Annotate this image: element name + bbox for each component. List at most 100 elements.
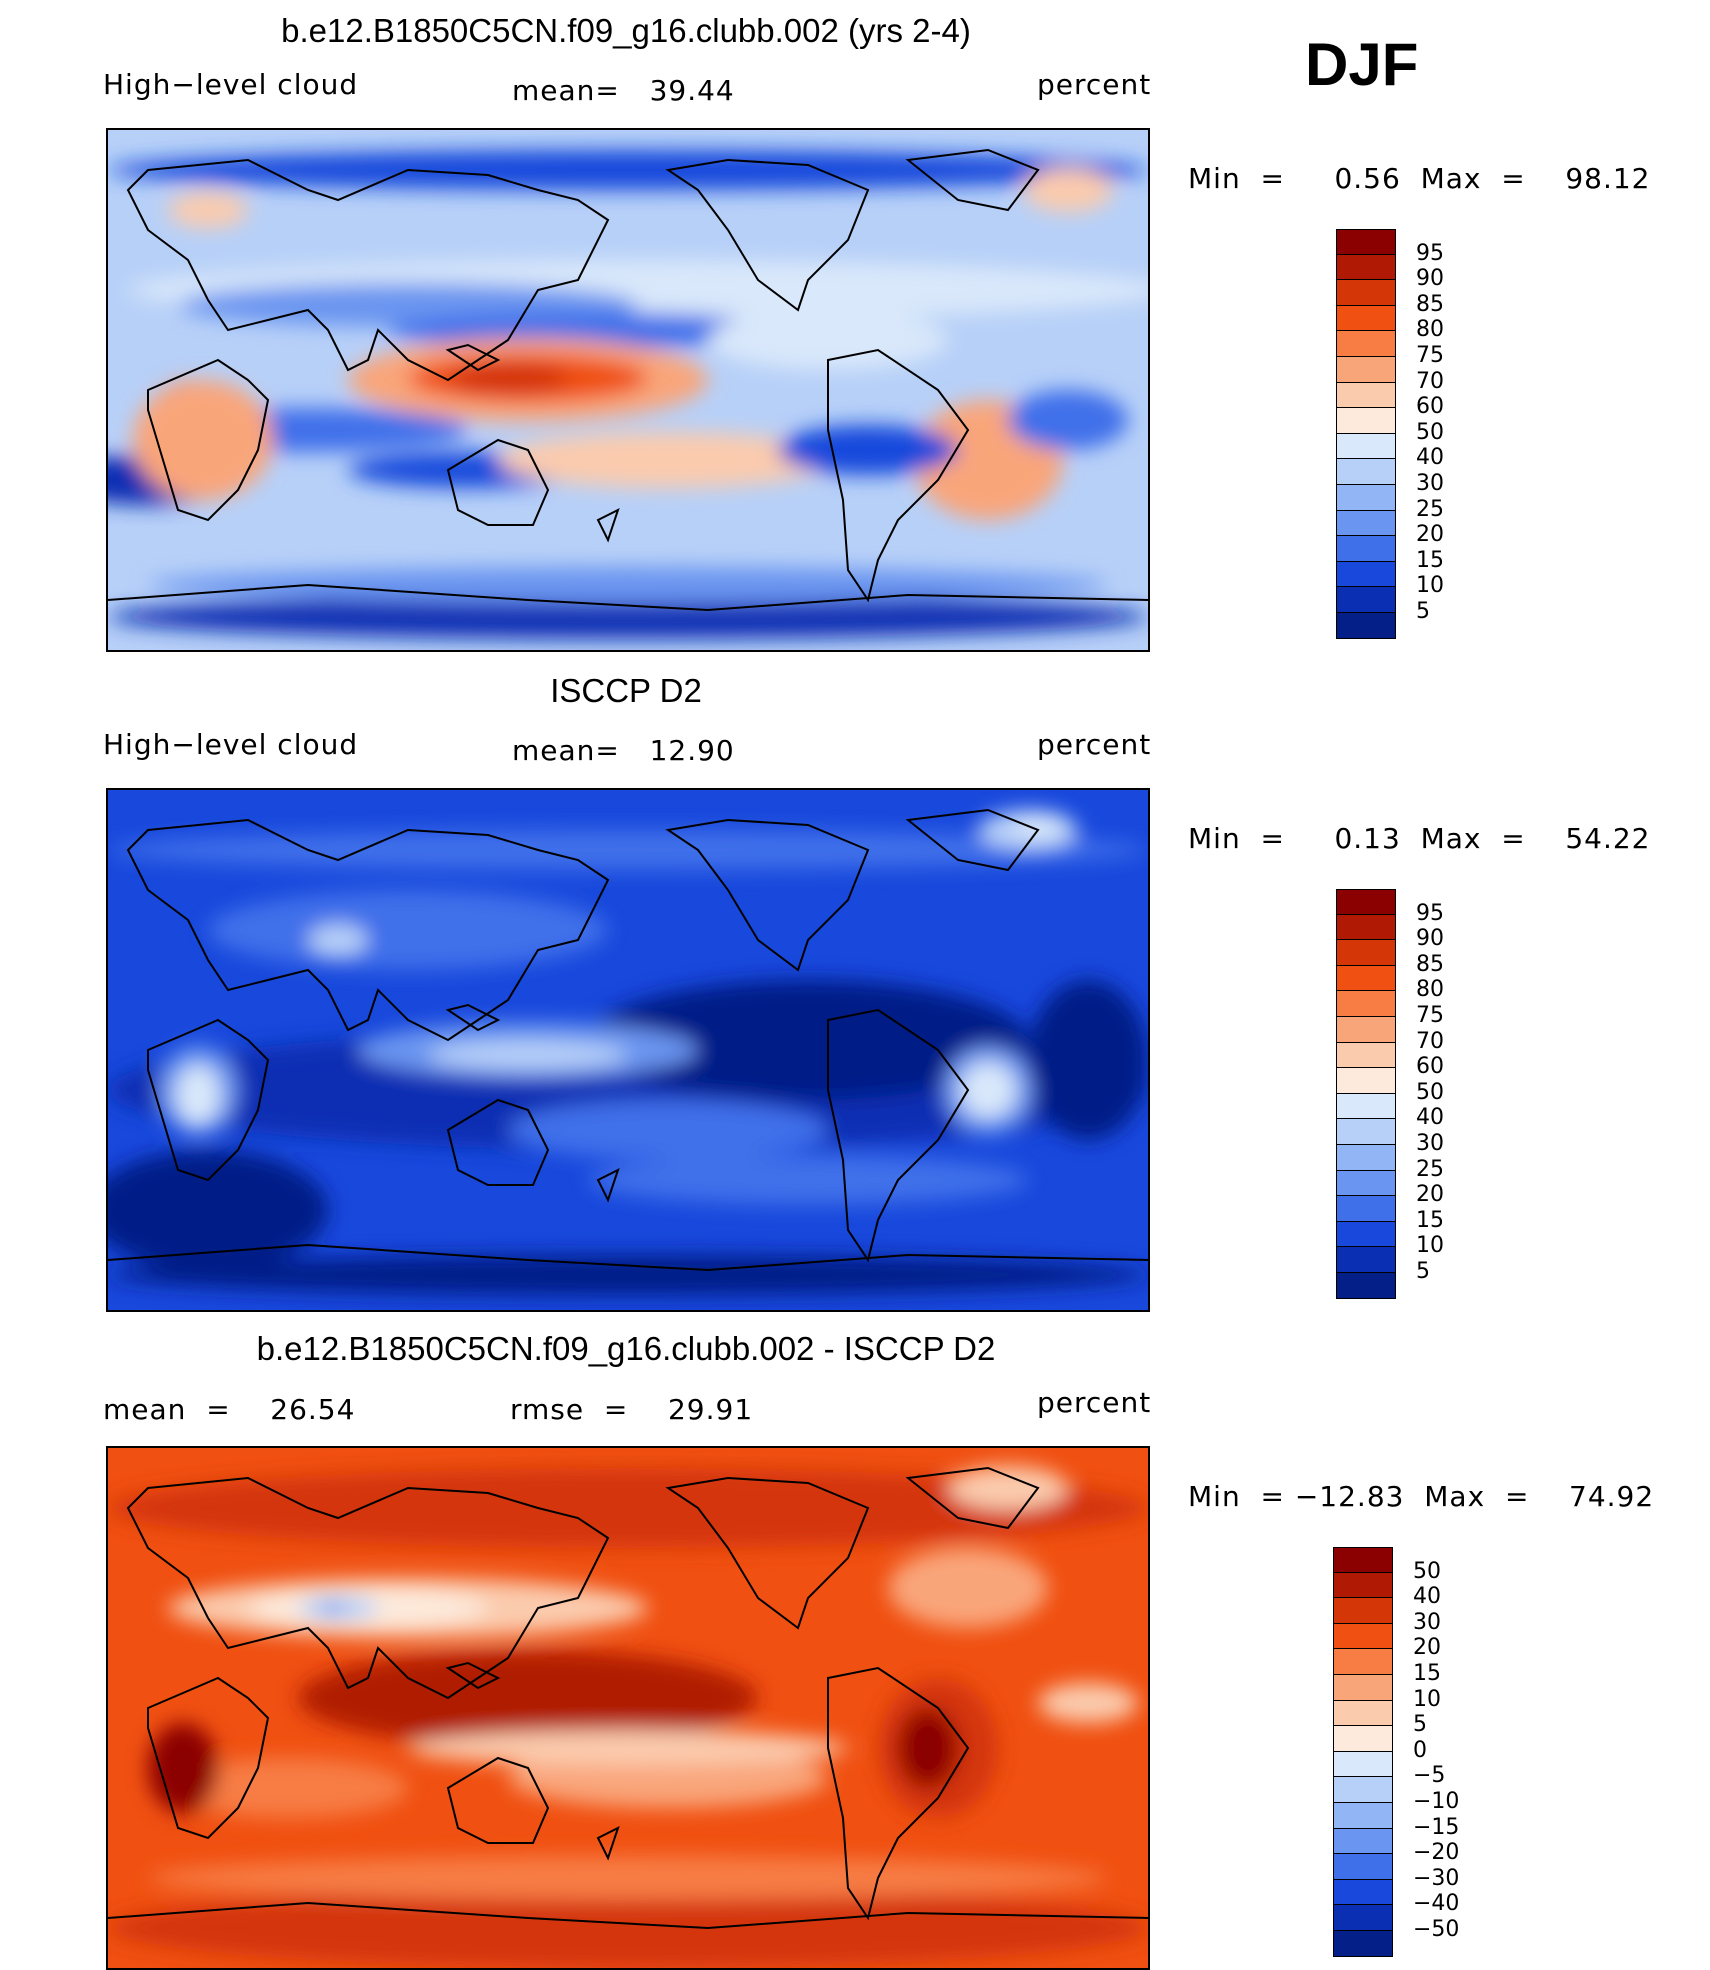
colorbar-swatch <box>1336 382 1396 409</box>
field-contour-region <box>388 312 788 348</box>
coastline <box>596 1168 620 1203</box>
colorbar-tick-label: 5 <box>1413 1712 1427 1738</box>
panel-2-field <box>108 790 1148 1310</box>
colorbar-swatch <box>1333 1623 1393 1650</box>
colorbar-swatch <box>1336 1196 1396 1222</box>
coastline <box>665 818 870 972</box>
coastline <box>905 1466 1040 1530</box>
colorbar-tick-label: 40 <box>1416 445 1444 471</box>
field-contour-region <box>108 830 1148 870</box>
coastline <box>446 1756 550 1844</box>
panel-1-variable-label: High−level cloud <box>103 68 359 101</box>
colorbar-swatch <box>1336 914 1396 941</box>
colorbar-swatch <box>1333 1751 1393 1778</box>
coastline <box>446 1098 550 1186</box>
field-contour-region <box>1028 980 1148 1140</box>
colorbar-swatch <box>1336 459 1396 485</box>
field-contour-region <box>208 890 608 970</box>
coastline <box>445 1003 501 1032</box>
panel-2-map <box>106 788 1150 1312</box>
coastline <box>596 1826 620 1861</box>
colorbar-tick-label: 50 <box>1413 1558 1441 1584</box>
panel-2-variable-label: High−level cloud <box>103 728 359 761</box>
colorbar-swatch <box>1336 1068 1396 1094</box>
colorbar-swatch <box>1333 1726 1393 1752</box>
colorbar-swatch <box>1336 1144 1396 1171</box>
colorbar-tick-label: 20 <box>1413 1635 1441 1661</box>
colorbar-swatch <box>1333 1572 1393 1599</box>
panel-1-units-label: percent <box>1037 68 1152 101</box>
colorbar-tick-label: −15 <box>1413 1814 1460 1840</box>
colorbar-swatch <box>1336 536 1396 562</box>
colorbar-swatch <box>1333 1930 1393 1957</box>
field-contour-region <box>133 380 273 500</box>
colorbar-swatch <box>1336 484 1396 511</box>
panel-1-mean-label: mean= 39.44 <box>512 74 735 107</box>
field-contour-region <box>168 192 248 228</box>
coastline <box>905 808 1040 872</box>
colorbar-tick-label: 90 <box>1416 266 1444 292</box>
field-contour-region <box>308 924 368 956</box>
field-contour-region <box>108 1150 328 1270</box>
field-contour-region <box>148 567 1108 603</box>
coastline <box>596 508 620 543</box>
field-contour-region <box>108 595 1148 639</box>
colorbar-swatch <box>1333 1854 1393 1880</box>
panel-2-minmax: Min = 0.13 Max = 54.22 <box>1188 822 1651 855</box>
colorbar-tick-label: 20 <box>1416 1182 1444 1208</box>
panel-3-mean-label: mean = 26.54 <box>103 1393 356 1426</box>
coastline <box>665 1476 870 1630</box>
colorbar-swatch <box>1333 1802 1393 1829</box>
field-contour-region <box>888 1548 1048 1628</box>
panel-3-title: b.e12.B1850C5CN.f09_g16.clubb.002 - ISCC… <box>256 1330 996 1367</box>
field-contour-region <box>176 1065 220 1125</box>
colorbar-tick-label: 25 <box>1416 1156 1444 1182</box>
colorbar-tick-label: 85 <box>1416 951 1444 977</box>
field-contour-region <box>428 1041 628 1069</box>
colorbar-tick-label: 15 <box>1413 1661 1441 1686</box>
panel-1-field <box>108 130 1148 650</box>
field-contour-region <box>321 1602 345 1614</box>
colorbar-swatch <box>1336 433 1396 460</box>
colorbar-tick-label: 15 <box>1416 547 1444 573</box>
coastline <box>147 1018 270 1182</box>
colorbar-swatch <box>1333 1674 1393 1701</box>
colorbar-tick-label: 15 <box>1416 1207 1444 1233</box>
colorbar-swatch <box>1333 1700 1393 1727</box>
field-contour-region <box>108 1468 1148 1548</box>
field-contour-region <box>298 1650 758 1746</box>
colorbar-swatch <box>1333 1649 1393 1675</box>
coastline <box>445 1661 501 1690</box>
panel-2-mean-label: mean= 12.90 <box>512 734 735 767</box>
panel-2-title: ISCCP D2 <box>550 672 702 709</box>
panel-3-field <box>108 1448 1148 1968</box>
colorbar-swatch <box>1336 561 1396 588</box>
colorbar-tick-label: 10 <box>1416 1233 1444 1259</box>
field-contour-region <box>1023 168 1113 212</box>
colorbar-swatch <box>1336 408 1396 434</box>
panel-3-colorbar <box>1333 1547 1393 1957</box>
colorbar-tick-label: 20 <box>1416 522 1444 548</box>
colorbar-tick-label: 30 <box>1416 471 1444 496</box>
panel-2-colorbar <box>1336 889 1396 1299</box>
field-contour-region <box>1038 1683 1138 1723</box>
colorbar-tick-label: 85 <box>1416 291 1444 317</box>
colorbar-tick-label: 95 <box>1416 240 1444 266</box>
coastline <box>827 348 970 603</box>
colorbar-swatch <box>1336 280 1396 306</box>
colorbar-swatch <box>1336 1042 1396 1069</box>
field-contour-region <box>498 432 838 488</box>
colorbar-tick-label: 30 <box>1416 1131 1444 1156</box>
colorbar-swatch <box>1333 1777 1393 1803</box>
colorbar-tick-label: −30 <box>1413 1865 1460 1891</box>
coastline <box>126 158 610 382</box>
colorbar-swatch <box>1336 1272 1396 1299</box>
field-contour-region <box>588 1155 1028 1205</box>
colorbar-tick-label: 75 <box>1416 1003 1444 1028</box>
colorbar-swatch <box>1333 1905 1393 1931</box>
panel-2-units-label: percent <box>1037 728 1152 761</box>
field-contour-region <box>148 1723 218 1813</box>
colorbar-tick-label: 5 <box>1416 1259 1430 1284</box>
colorbar-tick-label: −50 <box>1413 1917 1460 1942</box>
colorbar-swatch <box>1336 965 1396 992</box>
